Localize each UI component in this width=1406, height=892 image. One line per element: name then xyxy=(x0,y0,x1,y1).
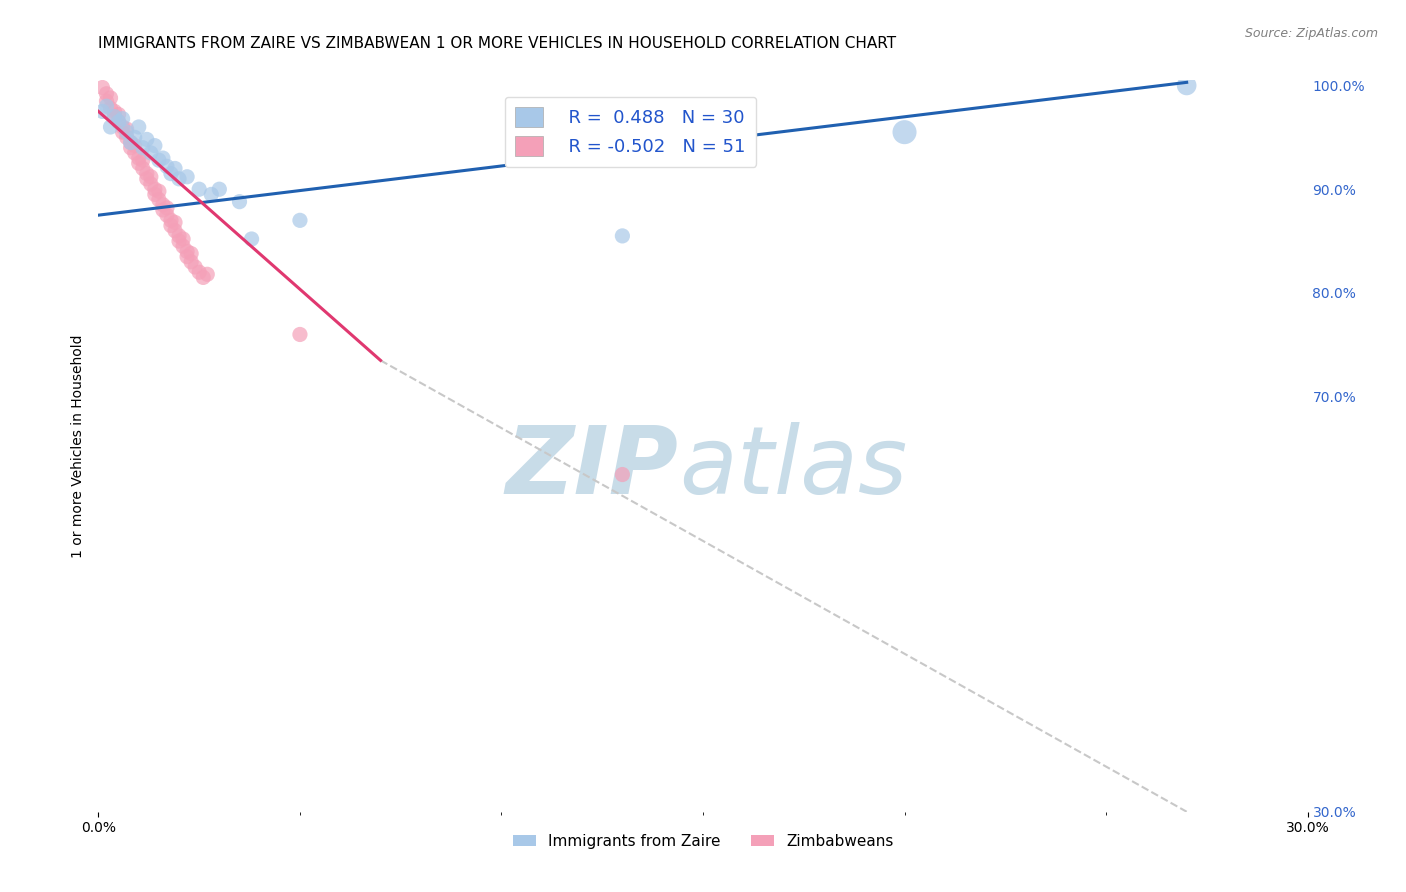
Point xyxy=(91,104,114,119)
Point xyxy=(128,120,150,134)
Point xyxy=(128,156,150,170)
Point xyxy=(152,151,174,165)
Point xyxy=(96,94,118,108)
Point xyxy=(163,161,186,176)
Point xyxy=(103,110,125,124)
Point xyxy=(135,167,157,181)
Point xyxy=(188,265,211,279)
Point xyxy=(103,104,125,119)
Point xyxy=(160,219,183,233)
Point xyxy=(176,244,198,259)
Point xyxy=(148,184,170,198)
Point xyxy=(188,182,211,196)
Point xyxy=(612,228,634,243)
Point xyxy=(124,130,146,145)
Text: atlas: atlas xyxy=(679,423,907,514)
Point xyxy=(143,187,166,202)
Point xyxy=(91,80,114,95)
Point xyxy=(160,213,183,227)
Point xyxy=(132,141,155,155)
Text: ZIP: ZIP xyxy=(506,422,679,514)
Point xyxy=(132,153,155,168)
Point xyxy=(143,138,166,153)
Point xyxy=(172,239,194,253)
Point xyxy=(115,125,138,139)
Point xyxy=(1175,78,1198,93)
Point xyxy=(172,232,194,246)
Point xyxy=(156,201,179,215)
Point xyxy=(240,232,263,246)
Point xyxy=(208,182,231,196)
Text: IMMIGRANTS FROM ZAIRE VS ZIMBABWEAN 1 OR MORE VEHICLES IN HOUSEHOLD CORRELATION : IMMIGRANTS FROM ZAIRE VS ZIMBABWEAN 1 OR… xyxy=(98,36,897,51)
Point xyxy=(139,177,162,191)
Point xyxy=(143,182,166,196)
Point xyxy=(156,208,179,222)
Point xyxy=(100,120,122,134)
Point xyxy=(184,260,207,274)
Point xyxy=(167,171,190,186)
Point xyxy=(180,246,202,260)
Point xyxy=(193,270,215,285)
Point xyxy=(100,91,122,105)
Point xyxy=(115,130,138,145)
Y-axis label: 1 or more Vehicles in Household: 1 or more Vehicles in Household xyxy=(70,334,84,558)
Point xyxy=(163,224,186,238)
Point xyxy=(288,327,311,342)
Point xyxy=(107,115,129,129)
Point xyxy=(111,125,134,139)
Point xyxy=(139,169,162,184)
Point xyxy=(124,138,146,153)
Point xyxy=(163,215,186,229)
Point xyxy=(167,234,190,248)
Point xyxy=(176,250,198,264)
Point xyxy=(107,107,129,121)
Point xyxy=(111,112,134,126)
Point xyxy=(176,169,198,184)
Point xyxy=(120,141,142,155)
Point xyxy=(96,99,118,113)
Point xyxy=(288,213,311,227)
Point xyxy=(120,136,142,150)
Point xyxy=(115,122,138,136)
Point xyxy=(111,120,134,134)
Point xyxy=(103,110,125,124)
Point xyxy=(124,145,146,160)
Point xyxy=(167,228,190,243)
Point xyxy=(195,268,218,282)
Point xyxy=(107,115,129,129)
Point xyxy=(100,101,122,115)
Point xyxy=(135,171,157,186)
Point xyxy=(148,193,170,207)
Point xyxy=(160,167,183,181)
Point xyxy=(132,161,155,176)
Text: Source: ZipAtlas.com: Source: ZipAtlas.com xyxy=(1244,27,1378,40)
Point xyxy=(135,132,157,146)
Point xyxy=(96,87,118,101)
Point xyxy=(156,160,179,174)
Point xyxy=(152,198,174,212)
Point xyxy=(893,125,915,139)
Point xyxy=(139,145,162,160)
Point xyxy=(128,151,150,165)
Legend: Immigrants from Zaire, Zimbabweans: Immigrants from Zaire, Zimbabweans xyxy=(506,828,900,855)
Point xyxy=(228,194,250,209)
Point xyxy=(200,187,222,202)
Point xyxy=(120,136,142,150)
Point xyxy=(180,255,202,269)
Point xyxy=(612,467,634,482)
Point xyxy=(148,153,170,168)
Point xyxy=(152,202,174,217)
